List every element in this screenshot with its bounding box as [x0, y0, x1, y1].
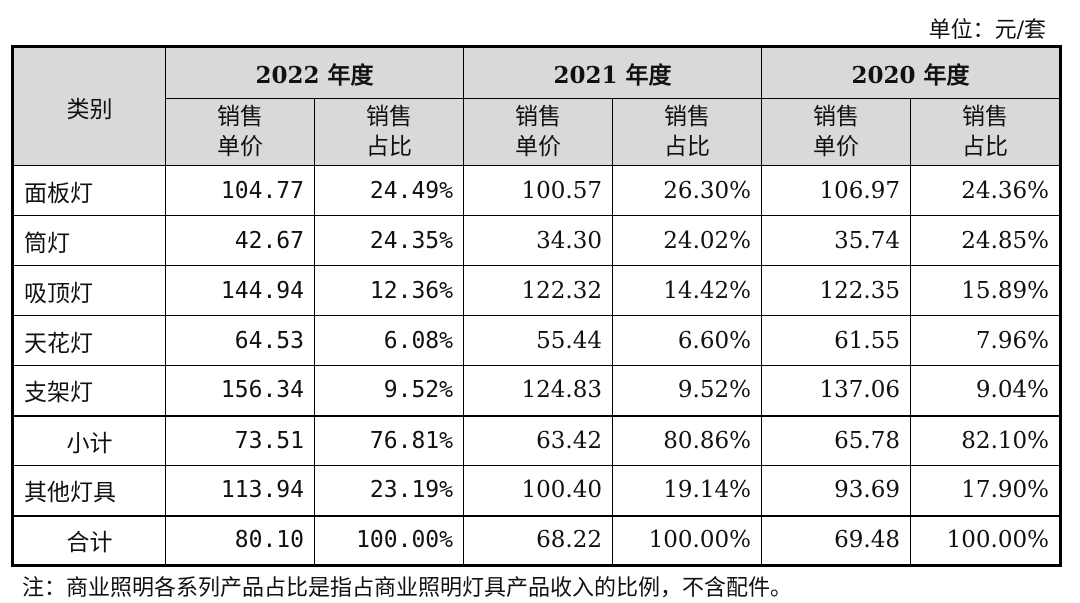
value-cell: 9.52% [314, 365, 464, 416]
value-cell: 14.42% [612, 265, 762, 316]
year-header-2022: 2022 年度 [165, 46, 464, 99]
value-cell: 63.42 [463, 414, 613, 466]
table-row: 面板灯 104.77 24.49% 100.57 26.30% 106.97 24.36% [12, 165, 1061, 216]
value-cell: 24.35% [314, 215, 464, 266]
table-row: 其他灯具 113.94 23.19% 100.40 19.14% 93.69 17.90% [12, 465, 1061, 516]
value-cell: 26.30% [612, 165, 762, 216]
sub-header-price-2022: 销售 单价 [165, 98, 315, 166]
value-cell: 82.10% [910, 414, 1061, 466]
value-cell: 80.86% [612, 414, 762, 466]
table-row: 吸顶灯 144.94 12.36% 122.32 14.42% 122.35 15.89% [12, 265, 1061, 316]
value-cell: 55.44 [463, 315, 613, 366]
value-cell: 17.90% [910, 465, 1061, 516]
value-cell: 19.14% [612, 465, 762, 516]
category-cell: 支架灯 [12, 365, 166, 416]
value-cell: 122.35 [761, 265, 911, 316]
unit-label: 单位：元/套 [928, 18, 1046, 43]
category-cell: 吸顶灯 [12, 265, 166, 316]
value-cell: 124.83 [463, 365, 613, 416]
table-body: 面板灯 104.77 24.49% 100.57 26.30% 106.97 24.36% 筒… [12, 165, 1061, 566]
footnote: 注：商业照明各系列产品占比是指占商业照明灯具产品收入的比例，不含配件。 [22, 576, 793, 601]
table-row: 支架灯 156.34 9.52% 124.83 9.52% 137.06 9.04% [12, 365, 1061, 416]
table-row: 合计 80.10 100.00% 68.22 100.00% 69.48 100.00% [12, 514, 1061, 566]
value-cell: 69.48 [761, 514, 911, 566]
value-cell: 24.49% [314, 165, 464, 216]
year-header-2020: 2020 年度 [761, 46, 1061, 99]
value-cell: 6.60% [612, 315, 762, 366]
value-cell: 113.94 [165, 465, 315, 516]
category-cell: 筒灯 [12, 215, 166, 266]
value-cell: 93.69 [761, 465, 911, 516]
value-cell: 104.77 [165, 165, 315, 216]
sub-header-price-2021: 销售 单价 [463, 98, 613, 166]
value-cell: 68.22 [463, 514, 613, 566]
table-row: 筒灯 42.67 24.35% 34.30 24.02% 35.74 24.85% [12, 215, 1061, 266]
value-cell: 100.00% [910, 514, 1061, 566]
category-cell: 合计 [12, 514, 166, 566]
sub-header-ratio-2021: 销售 占比 [612, 98, 762, 166]
value-cell: 100.57 [463, 165, 613, 216]
value-cell: 100.00% [612, 514, 762, 566]
value-cell: 34.30 [463, 215, 613, 266]
year-header-2021: 2021 年度 [463, 46, 762, 99]
sub-header-ratio-2022: 销售 占比 [314, 98, 464, 166]
value-cell: 6.08% [314, 315, 464, 366]
value-cell: 64.53 [165, 315, 315, 366]
value-cell: 100.00% [314, 514, 464, 566]
value-cell: 24.85% [910, 215, 1061, 266]
category-cell: 小计 [12, 414, 166, 466]
sales-price-table: 类别 2022 年度 2021 年度 2020 年度 销售 单价 销售 占比 销售单… [11, 45, 1062, 567]
value-cell: 156.34 [165, 365, 315, 416]
value-cell: 61.55 [761, 315, 911, 366]
value-cell: 24.36% [910, 165, 1061, 216]
value-cell: 12.36% [314, 265, 464, 316]
value-cell: 15.89% [910, 265, 1061, 316]
value-cell: 73.51 [165, 414, 315, 466]
value-cell: 23.19% [314, 465, 464, 516]
category-cell: 面板灯 [12, 165, 166, 216]
category-cell: 其他灯具 [12, 465, 166, 516]
value-cell: 7.96% [910, 315, 1061, 366]
value-cell: 144.94 [165, 265, 315, 316]
value-cell: 106.97 [761, 165, 911, 216]
value-cell: 76.81% [314, 414, 464, 466]
value-cell: 137.06 [761, 365, 911, 416]
value-cell: 9.52% [612, 365, 762, 416]
table-row: 天花灯 64.53 6.08% 55.44 6.60% 61.55 7.96% [12, 315, 1061, 366]
value-cell: 35.74 [761, 215, 911, 266]
sub-header-ratio-2020: 销售 占比 [910, 98, 1061, 166]
value-cell: 42.67 [165, 215, 315, 266]
sub-header-price-2020: 销售 单价 [761, 98, 911, 166]
value-cell: 65.78 [761, 414, 911, 466]
value-cell: 100.40 [463, 465, 613, 516]
value-cell: 80.10 [165, 514, 315, 566]
value-cell: 122.32 [463, 265, 613, 316]
value-cell: 9.04% [910, 365, 1061, 416]
value-cell: 24.02% [612, 215, 762, 266]
table-row: 小计 73.51 76.81% 63.42 80.86% 65.78 82.10% [12, 414, 1061, 466]
category-header: 类别 [12, 46, 166, 166]
category-cell: 天花灯 [12, 315, 166, 366]
